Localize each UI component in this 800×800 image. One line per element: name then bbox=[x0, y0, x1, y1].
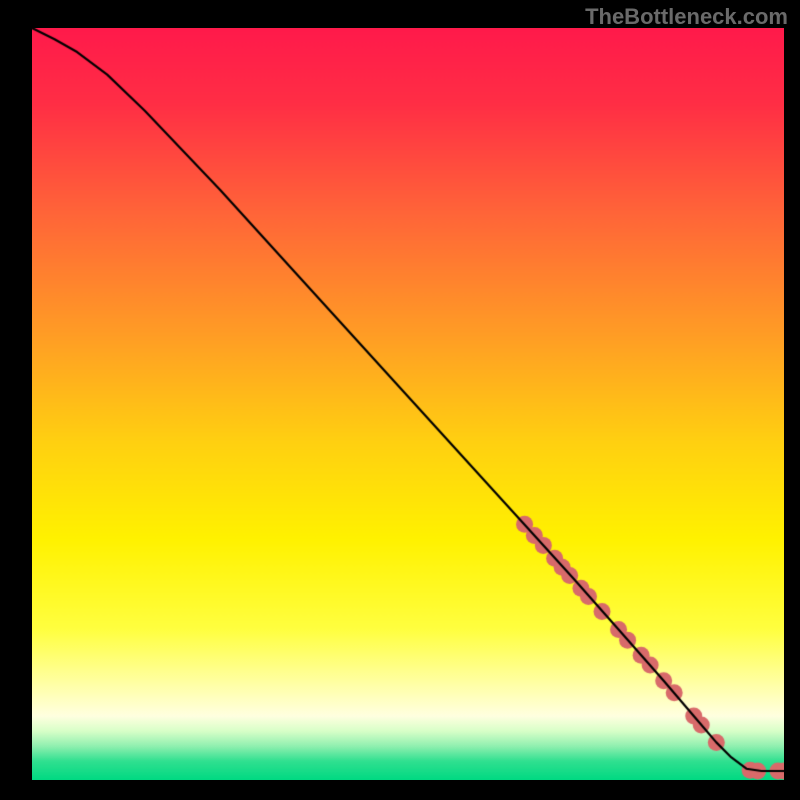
bottleneck-curve-chart bbox=[32, 28, 784, 780]
watermark-text: TheBottleneck.com bbox=[585, 4, 788, 30]
chart-container: TheBottleneck.com bbox=[0, 0, 800, 800]
